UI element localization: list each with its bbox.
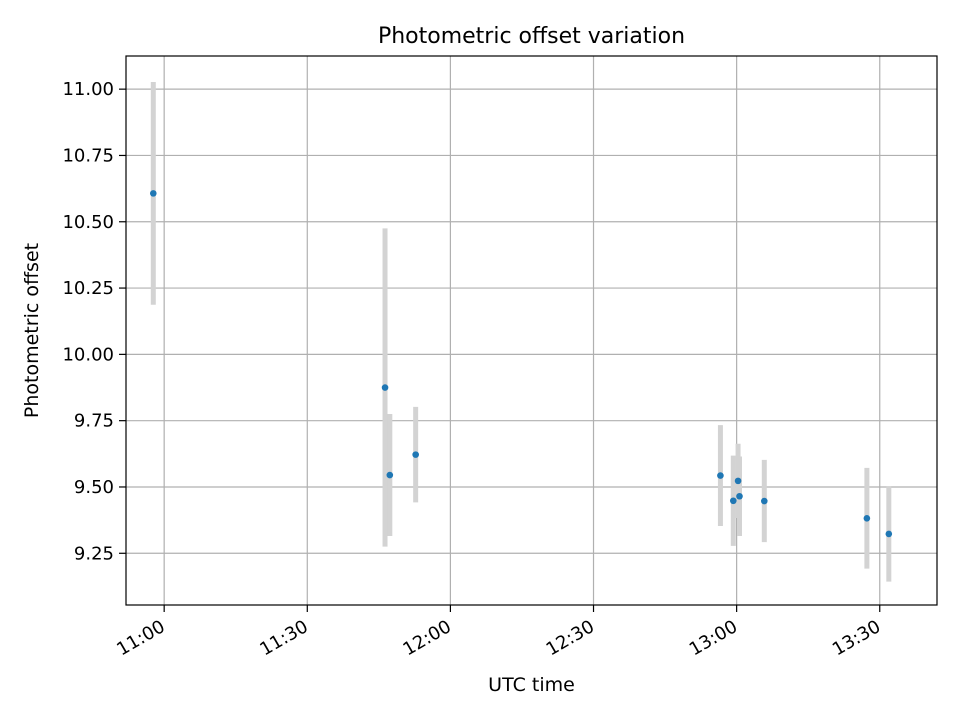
data-point [885, 530, 893, 538]
chart-title: Photometric offset variation [378, 24, 685, 49]
y-tick-label: 10.25 [62, 278, 114, 299]
data-point [386, 471, 394, 479]
y-tick-label: 10.50 [62, 212, 114, 233]
data-points [149, 190, 893, 538]
y-tick-label: 9.75 [74, 411, 114, 432]
data-point [149, 190, 157, 197]
x-axis-title: UTC time [488, 674, 575, 696]
data-point [717, 472, 724, 479]
y-tick-label: 10.75 [62, 145, 114, 166]
data-point [736, 492, 743, 500]
plot-area-frame [125, 55, 938, 606]
y-tick-label: 11.00 [62, 79, 114, 100]
data-point [863, 514, 871, 522]
y-axis-title: Photometric offset [21, 243, 43, 418]
y-tick-label: 9.50 [74, 477, 114, 498]
y-tick-label: 10.00 [62, 344, 114, 365]
grid [126, 56, 937, 605]
data-point [761, 497, 768, 505]
data-point [381, 384, 389, 391]
data-point [412, 451, 419, 458]
data-point [729, 497, 737, 505]
y-tick-label: 9.25 [74, 543, 114, 564]
data-point [734, 477, 742, 485]
y-axis-ticks: 9.25 9.50 9.75 10.00 10.25 10.50 10.75 11.00 [62, 79, 126, 564]
